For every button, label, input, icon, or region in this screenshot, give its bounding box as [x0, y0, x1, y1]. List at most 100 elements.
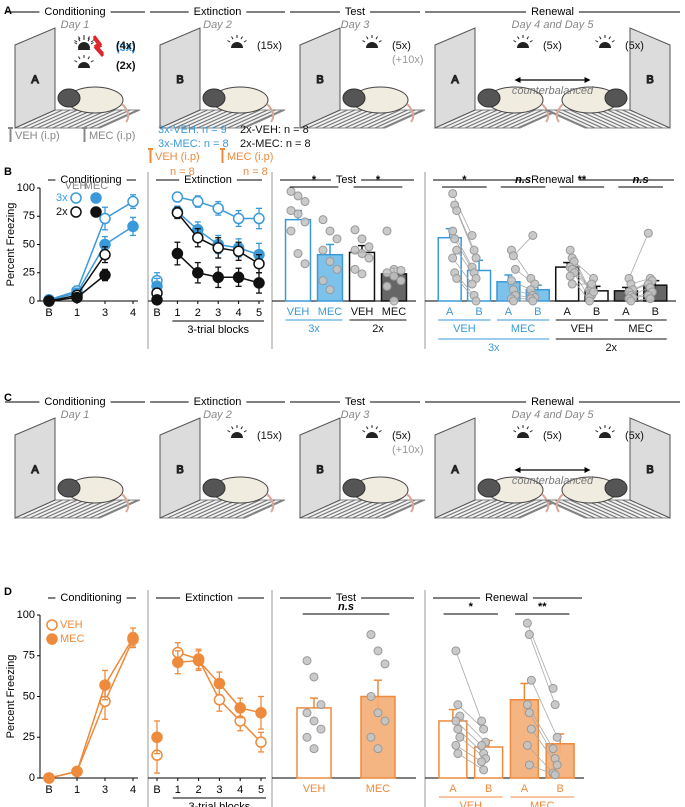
x-tick-label: 2: [195, 307, 201, 319]
cage-wall: [14, 417, 56, 519]
subject-point: [522, 618, 532, 628]
tone-ray: [90, 40, 94, 43]
subject-point: [467, 230, 477, 240]
subject-point: [471, 253, 481, 263]
grid-bar: [37, 499, 78, 519]
marker: [43, 295, 55, 307]
chart-title: Conditioning: [60, 592, 121, 604]
tone-icon: [78, 62, 90, 68]
subject-point: [357, 269, 367, 279]
rat-tail: [541, 493, 550, 513]
subject-point: [286, 186, 296, 196]
x-tick-label: 5: [258, 784, 264, 796]
chart-title: Extinction: [185, 592, 233, 604]
tone-ray: [227, 40, 231, 43]
subject-point: [302, 656, 312, 666]
subject-point: [357, 234, 367, 244]
pair-line: [527, 745, 554, 774]
marker: [192, 654, 205, 667]
stimulus-label: (+10x): [392, 54, 424, 66]
significance-label: *: [462, 174, 467, 186]
grid-bar: [329, 499, 371, 519]
rat-tail: [266, 103, 275, 123]
subject-point: [508, 296, 518, 306]
tone-ray: [529, 430, 533, 433]
syringe-icon: [82, 127, 87, 142]
tone-ray: [378, 430, 382, 433]
bar: [509, 699, 540, 779]
pair-line: [457, 728, 484, 754]
significance-label: *: [376, 174, 381, 186]
legend-marker: [70, 206, 82, 218]
subject-point: [373, 646, 383, 656]
marker: [253, 277, 265, 289]
y-tick-label: 75: [23, 210, 35, 222]
subject-point: [524, 630, 534, 640]
tone-ray: [243, 430, 247, 433]
stimulus-label: (5x): [392, 430, 411, 442]
grid-bar: [569, 109, 611, 129]
cage-wall: [629, 417, 671, 519]
grid-bar: [44, 109, 86, 129]
tone-ray: [608, 36, 611, 40]
subject-point: [477, 757, 487, 767]
cage-wall: [14, 27, 56, 129]
x-tick-label: B: [153, 784, 160, 796]
marker: [99, 269, 111, 281]
pair-line: [513, 235, 534, 257]
subject-point: [332, 264, 342, 274]
x-tick-label: 3: [216, 784, 222, 796]
subject-point: [350, 225, 360, 235]
subject-point: [332, 234, 342, 244]
subject-point: [448, 253, 458, 263]
stimulus-label: (15x): [257, 430, 282, 442]
marker: [71, 765, 83, 778]
tone-ray: [78, 38, 81, 42]
tone-ray: [595, 430, 599, 433]
section-day: Day 3: [341, 19, 371, 31]
legend-label: MEC: [60, 633, 85, 645]
y-tick-label: 25: [23, 267, 35, 279]
stimulus-label: (5x): [392, 40, 411, 52]
subject-point: [302, 732, 312, 742]
grid-bar: [89, 499, 131, 519]
x-tick-label: B: [485, 783, 492, 795]
tone-icon: [366, 42, 378, 48]
syringe-icon: [8, 127, 13, 142]
chart-title: Extinction: [184, 174, 232, 186]
subject-point: [479, 724, 489, 734]
marker: [212, 242, 224, 254]
x-axis-label: 3-trial blocks: [187, 324, 249, 336]
grid-bar: [174, 109, 216, 129]
marker: [171, 207, 184, 219]
tone-icon: [231, 432, 243, 438]
grid-bar: [167, 499, 208, 519]
grid-bar: [97, 109, 138, 129]
x-tick-label: 1: [74, 784, 80, 796]
drug-label: VEH (i.p): [15, 130, 60, 142]
pair-line: [452, 193, 473, 236]
grid-bar: [234, 109, 276, 129]
grid-bar: [29, 499, 71, 519]
subject-point: [626, 296, 636, 306]
context-letter: A: [451, 464, 459, 476]
section-day: Day 4 and Day 5: [512, 409, 595, 421]
tone-ray: [74, 60, 78, 63]
group-n: n = 8: [243, 166, 268, 178]
marker: [232, 271, 245, 284]
grid-bar: [367, 499, 408, 519]
subject-point: [396, 265, 406, 275]
subject-point: [469, 245, 479, 255]
x-tick-label: B: [475, 306, 482, 318]
context-letter: A: [451, 74, 459, 86]
grid-bar: [457, 109, 498, 129]
x-tick-label: B: [556, 783, 563, 795]
grid-bar: [622, 499, 663, 519]
subject-point: [455, 732, 465, 742]
subject-point: [528, 230, 538, 240]
marker: [127, 220, 139, 233]
grid-bar: [449, 109, 491, 129]
section-day: Day 2: [203, 409, 232, 421]
stimulus-label: (+10x): [392, 444, 424, 456]
section-day: Day 3: [341, 409, 371, 421]
